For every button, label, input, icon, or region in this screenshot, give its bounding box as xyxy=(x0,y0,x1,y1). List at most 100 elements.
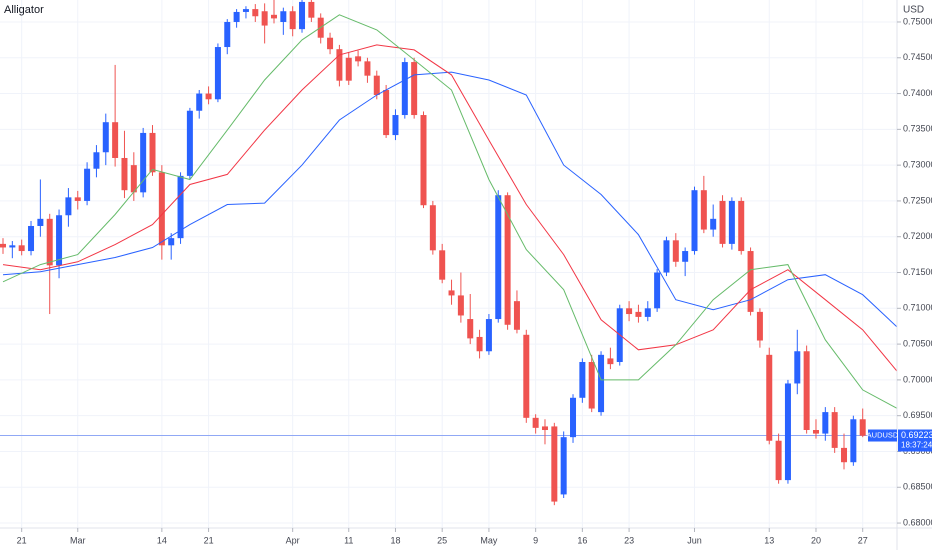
candle-body xyxy=(691,190,698,252)
x-tick-label: Apr xyxy=(286,535,300,545)
alligator-line xyxy=(2,44,897,372)
candle-body xyxy=(841,447,848,463)
candle-body xyxy=(523,334,530,418)
candle-body xyxy=(18,245,25,252)
grid xyxy=(0,0,897,528)
x-tick-label: 14 xyxy=(157,535,167,545)
x-tick-label: 20 xyxy=(811,535,821,545)
axes: 0.680000.685000.690000.695000.700000.705… xyxy=(17,16,932,545)
candle-body xyxy=(140,132,147,193)
candle-body xyxy=(747,251,754,312)
candle-body xyxy=(467,319,474,339)
candle-body xyxy=(74,197,81,201)
candle-body xyxy=(570,397,577,438)
candle-body xyxy=(93,152,100,169)
candle-body xyxy=(252,9,259,17)
x-tick-label: 18 xyxy=(390,535,400,545)
candle-body xyxy=(532,417,539,428)
symbol-label: AUDUSD xyxy=(867,430,899,439)
candle-body xyxy=(270,14,277,19)
candle-body xyxy=(663,240,670,273)
candle-body xyxy=(626,308,633,315)
candle-body xyxy=(541,426,548,431)
candle-body xyxy=(682,251,689,262)
symbol-tag xyxy=(868,429,897,442)
candle-body xyxy=(373,75,380,95)
candle-body xyxy=(485,319,492,352)
candle-body xyxy=(364,61,371,76)
candle-body xyxy=(233,11,240,22)
candle-body xyxy=(121,157,128,191)
candle-body xyxy=(46,218,53,266)
x-tick-label: 25 xyxy=(437,535,447,545)
x-tick-label: 16 xyxy=(577,535,587,545)
x-tick-label: 9 xyxy=(533,535,538,545)
currency-label: USD xyxy=(903,5,924,16)
candle-body xyxy=(112,122,119,158)
candle-body xyxy=(242,9,249,12)
candle-body xyxy=(476,336,483,352)
candle-body xyxy=(149,132,156,173)
candle-body xyxy=(710,218,717,230)
candle-body xyxy=(196,93,203,111)
price-tag xyxy=(898,429,932,452)
candle-body xyxy=(411,62,418,116)
candle-body xyxy=(850,419,857,463)
candle-body xyxy=(504,195,511,325)
candle-body xyxy=(831,412,838,448)
indicator-title: Alligator xyxy=(4,4,44,16)
candle-body xyxy=(803,351,810,431)
alligator-line xyxy=(2,71,897,328)
candle-body xyxy=(177,175,184,239)
candle-body xyxy=(654,272,661,309)
candle-body xyxy=(327,37,334,50)
candle-body xyxy=(28,225,35,252)
candle-body xyxy=(551,426,558,502)
x-tick-label: May xyxy=(480,535,498,545)
candle-body xyxy=(383,89,390,136)
candle-body xyxy=(56,215,63,266)
candle-body xyxy=(728,200,735,244)
candle-body xyxy=(65,197,72,216)
x-tick-label: 13 xyxy=(764,535,774,545)
candle-body xyxy=(420,115,427,206)
candle-body xyxy=(345,57,352,81)
candle-body xyxy=(457,295,464,316)
candle-body xyxy=(280,11,287,22)
candle-body xyxy=(859,419,866,436)
candle-body xyxy=(738,200,745,252)
candle-body xyxy=(168,238,175,246)
price-label: 0.69223 xyxy=(901,430,932,440)
x-tick-label: 21 xyxy=(17,535,27,545)
x-tick-label: 21 xyxy=(204,535,214,545)
candle-body xyxy=(672,240,679,262)
candle-body xyxy=(429,205,436,251)
candle-body xyxy=(700,190,707,230)
candle-body xyxy=(607,358,614,365)
candle-body xyxy=(756,311,763,341)
alligator-line xyxy=(2,14,897,409)
candle-body xyxy=(644,308,651,317)
candle-body xyxy=(513,301,520,330)
candle-body xyxy=(401,62,408,116)
candle-body xyxy=(598,354,605,413)
candle-body xyxy=(205,93,212,100)
candle-body xyxy=(355,56,362,62)
candle-body xyxy=(794,351,801,384)
candle-body xyxy=(579,361,586,398)
candle-body xyxy=(336,49,343,81)
candle-body xyxy=(308,1,315,18)
candle-body xyxy=(158,172,165,246)
x-tick-label: 23 xyxy=(624,535,634,545)
candle-body xyxy=(224,21,231,48)
